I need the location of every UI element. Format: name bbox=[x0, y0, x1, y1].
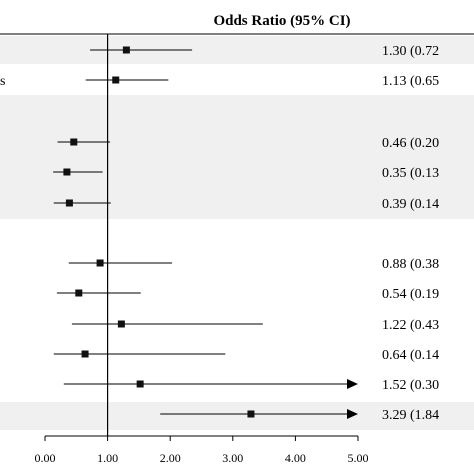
x-tick-label: 4.00 bbox=[285, 451, 306, 465]
point-estimate bbox=[75, 289, 83, 297]
x-tick-label: 2.00 bbox=[160, 451, 181, 465]
point-estimate bbox=[117, 320, 125, 328]
x-axis: 0.00 1.00 2.00 3.00 4.00 5.00 bbox=[35, 435, 369, 465]
ci-arrow bbox=[347, 409, 358, 419]
ci-text: 0.46 (0.20 bbox=[382, 136, 439, 151]
chart-title: Odds Ratio (95% CI) bbox=[213, 13, 350, 29]
x-tick-label: 1.00 bbox=[97, 451, 118, 465]
row-band bbox=[0, 64, 474, 95]
ci-text: 1.30 (0.72 bbox=[382, 44, 439, 59]
point-estimate bbox=[65, 199, 73, 207]
point-estimate bbox=[70, 138, 78, 146]
ci-text: 0.35 (0.13 bbox=[382, 166, 439, 181]
point-estimate bbox=[247, 410, 255, 418]
point-estimate bbox=[122, 46, 130, 54]
plot-marks bbox=[53, 34, 358, 436]
row-bands bbox=[0, 36, 474, 430]
row-band bbox=[0, 36, 474, 64]
point-estimate bbox=[81, 350, 89, 358]
x-tick-label: 3.00 bbox=[222, 451, 243, 465]
row-band bbox=[0, 402, 474, 430]
ci-text: 1.22 (0.43 bbox=[382, 318, 439, 333]
ci-text: 0.39 (0.14 bbox=[382, 197, 439, 212]
point-estimate bbox=[136, 380, 144, 388]
row-labels: s bbox=[0, 74, 5, 89]
point-estimate bbox=[96, 259, 104, 267]
point-estimate bbox=[112, 76, 120, 84]
ci-text: 1.13 (0.65 bbox=[382, 74, 439, 89]
ci-arrow bbox=[347, 379, 358, 389]
x-tick-label: 5.00 bbox=[348, 451, 369, 465]
ci-labels: 1.30 (0.72 1.13 (0.65 0.46 (0.20 0.35 (0.13… bbox=[382, 44, 439, 423]
point-estimate bbox=[63, 168, 71, 176]
row-band bbox=[0, 219, 474, 402]
row-label: s bbox=[0, 74, 5, 89]
row-band bbox=[0, 95, 474, 219]
ci-text: 0.54 (0.19 bbox=[382, 287, 439, 302]
ci-text: 1.52 (0.30 bbox=[382, 378, 439, 393]
ci-text: 3.29 (1.84 bbox=[382, 408, 439, 423]
x-tick-label: 0.00 bbox=[35, 451, 56, 465]
ci-text: 0.88 (0.38 bbox=[382, 257, 439, 272]
ci-text: 0.64 (0.14 bbox=[382, 348, 439, 363]
